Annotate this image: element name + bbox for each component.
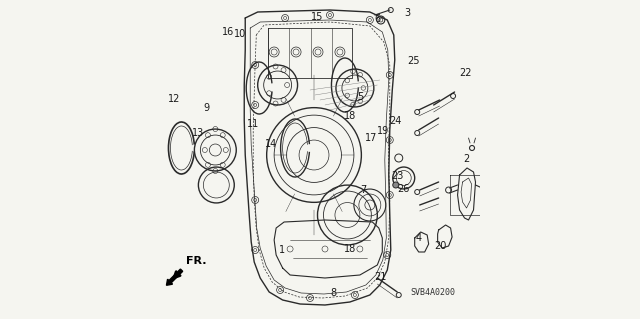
Text: 17: 17 [365, 133, 377, 143]
Text: SVB4A0200: SVB4A0200 [411, 288, 456, 297]
Text: 8: 8 [331, 288, 337, 298]
Text: 2: 2 [463, 154, 470, 165]
Text: 18: 18 [344, 244, 356, 255]
Text: FR.: FR. [186, 256, 207, 266]
Text: 24: 24 [390, 116, 402, 126]
Text: 18: 18 [344, 111, 356, 122]
Text: 13: 13 [192, 128, 204, 138]
Text: 25: 25 [407, 56, 419, 66]
Text: 19: 19 [377, 126, 389, 137]
Text: 4: 4 [416, 233, 422, 243]
Text: 21: 21 [374, 271, 387, 282]
FancyArrow shape [166, 269, 182, 285]
Text: 26: 26 [397, 184, 409, 194]
Text: 9: 9 [203, 103, 209, 114]
Text: 23: 23 [391, 171, 403, 182]
Text: 6: 6 [374, 13, 381, 24]
Text: 5: 5 [356, 92, 363, 102]
Text: 12: 12 [168, 94, 180, 104]
Text: 3: 3 [404, 8, 410, 18]
Text: 1: 1 [278, 245, 285, 256]
Text: 11: 11 [247, 119, 259, 129]
Text: 7: 7 [360, 185, 366, 195]
Text: 10: 10 [234, 29, 246, 40]
Text: 15: 15 [310, 12, 323, 22]
Text: 16: 16 [222, 27, 234, 37]
Circle shape [393, 182, 399, 188]
Text: 22: 22 [460, 68, 472, 78]
Text: 14: 14 [266, 139, 278, 149]
Text: 20: 20 [435, 241, 447, 251]
